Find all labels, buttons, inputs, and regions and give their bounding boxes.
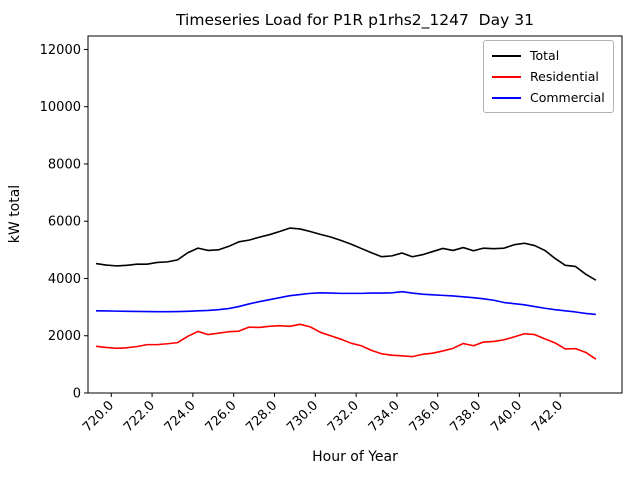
x-tick-label: 720.0 — [80, 398, 117, 435]
legend: Total Residential Commercial — [483, 40, 614, 113]
x-tick-label: 728.0 — [243, 398, 280, 435]
series-line-total — [95, 227, 597, 281]
x-tick-label: 722.0 — [121, 398, 158, 435]
chart-title: Timeseries Load for P1R p1rhs2_1247 Day … — [176, 11, 534, 29]
x-tick-label: 732.0 — [325, 398, 362, 435]
y-tick-label: 2000 — [48, 329, 81, 344]
legend-line-residential-icon — [492, 75, 521, 78]
x-tick-label: 724.0 — [162, 398, 199, 435]
y-tick-label: 12000 — [40, 43, 81, 58]
series-line-residential — [95, 323, 597, 360]
series-line-commercial — [95, 290, 596, 316]
legend-entry-total: Total — [492, 45, 605, 66]
legend-line-total-icon — [492, 54, 521, 57]
legend-label-total: Total — [530, 48, 560, 63]
legend-entry-residential: Residential — [492, 66, 605, 87]
y-tick-label: 4000 — [48, 272, 81, 287]
y-tick-label: 8000 — [48, 157, 81, 172]
legend-label-commercial: Commercial — [530, 90, 605, 105]
y-tick-label: 0 — [73, 387, 81, 402]
legend-line-commercial-icon — [492, 96, 521, 99]
x-axis-label: Hour of Year — [312, 449, 398, 465]
y-tick-label: 10000 — [40, 100, 81, 115]
x-tick-label: 738.0 — [447, 398, 484, 435]
x-tick-label: 736.0 — [407, 398, 444, 435]
legend-entry-commercial: Commercial — [492, 87, 605, 108]
x-tick-label: 734.0 — [366, 398, 403, 435]
axes-frame — [87, 35, 623, 394]
x-tick-label: 740.0 — [488, 398, 525, 435]
legend-label-residential: Residential — [530, 69, 599, 84]
x-tick-label: 726.0 — [203, 398, 240, 435]
x-tick-label: 742.0 — [529, 398, 566, 435]
x-tick-label: 730.0 — [284, 398, 321, 435]
y-tick-label: 6000 — [48, 215, 81, 230]
